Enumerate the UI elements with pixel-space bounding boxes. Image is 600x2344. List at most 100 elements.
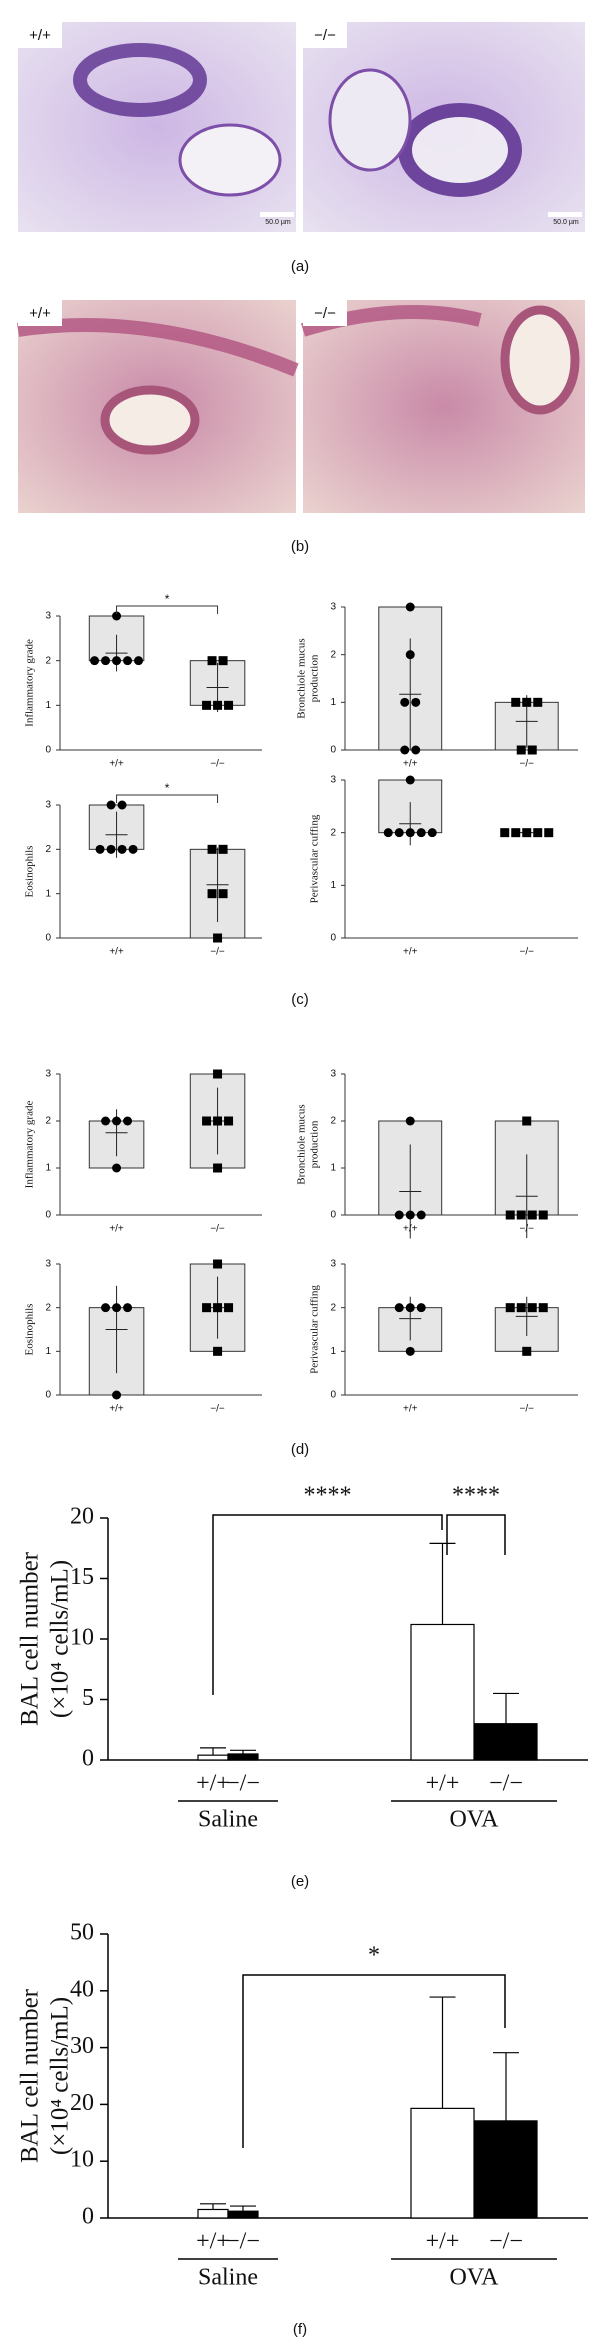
scale-bar: 50.0 µm bbox=[553, 219, 579, 226]
y-tick-label: 0 bbox=[330, 1390, 336, 1401]
error-bar bbox=[493, 2052, 519, 2121]
y-tick-label: 3 bbox=[330, 1259, 336, 1270]
y-tick-label: 2 bbox=[330, 1116, 336, 1127]
x-tick-label: −/− bbox=[520, 1404, 535, 1415]
y-tick-label: 30 bbox=[70, 2033, 94, 2059]
data-point bbox=[405, 650, 415, 660]
bar bbox=[410, 2107, 475, 2219]
y-tick-label: 20 bbox=[70, 1504, 94, 1530]
micrograph-b-left bbox=[16, 300, 299, 513]
y-tick-label: 3 bbox=[45, 1259, 51, 1270]
data-point bbox=[207, 844, 217, 854]
data-point bbox=[106, 800, 116, 810]
x-tick-label: +/+ bbox=[109, 1404, 124, 1415]
y-tick-label: 50 bbox=[70, 1920, 94, 1946]
significance-bracket bbox=[116, 605, 219, 614]
data-point bbox=[544, 828, 554, 838]
error-bar bbox=[230, 2205, 256, 2212]
y-tick-label: 3 bbox=[330, 1069, 336, 1080]
error-bar bbox=[429, 1542, 456, 1625]
significance-bracket bbox=[446, 1514, 506, 1555]
bar bbox=[197, 2208, 229, 2219]
data-point bbox=[527, 745, 537, 755]
y-tick-label: 2 bbox=[45, 1116, 51, 1127]
data-point bbox=[213, 700, 223, 710]
data-point bbox=[112, 611, 122, 621]
significance-label: * bbox=[165, 592, 170, 606]
y-axis-label: Inflammatory grade bbox=[24, 639, 36, 727]
x-tick-label: OVA bbox=[450, 2265, 500, 2291]
genotype-label: +/+ bbox=[29, 305, 51, 322]
y-tick-label: 3 bbox=[45, 611, 51, 622]
y-axis-label: production bbox=[309, 654, 321, 702]
y-tick-label: 5 bbox=[82, 1685, 94, 1711]
y-tick-label: 10 bbox=[70, 1625, 94, 1651]
y-axis-label: production bbox=[309, 1120, 321, 1168]
y-tick-label: 0 bbox=[45, 745, 51, 756]
data-point bbox=[117, 800, 127, 810]
data-point bbox=[213, 1303, 223, 1313]
y-tick-label: 0 bbox=[45, 1210, 51, 1221]
data-point bbox=[90, 656, 100, 666]
data-point bbox=[123, 1116, 133, 1126]
error-bar bbox=[429, 1996, 456, 2109]
y-axis-label: Inflammatory grade bbox=[24, 1101, 36, 1189]
y-tick-label: 3 bbox=[330, 602, 336, 613]
data-point bbox=[538, 1303, 548, 1313]
data-point bbox=[505, 1303, 515, 1313]
y-axis-label: (×10⁴ cells/mL) bbox=[47, 1560, 74, 1718]
y-tick-label: 2 bbox=[330, 1302, 336, 1313]
data-point bbox=[416, 1303, 426, 1313]
data-point bbox=[218, 656, 228, 666]
genotype-label: −/− bbox=[314, 27, 336, 44]
data-point bbox=[207, 889, 217, 899]
y-tick-label: 0 bbox=[82, 1746, 94, 1772]
bar bbox=[227, 2210, 259, 2219]
y-tick-label: 0 bbox=[45, 1390, 51, 1401]
data-point bbox=[218, 889, 228, 899]
data-point bbox=[213, 1346, 223, 1356]
x-tick-label: −/− bbox=[520, 947, 535, 958]
data-point bbox=[112, 1116, 122, 1126]
data-point bbox=[400, 745, 410, 755]
x-tick-label: −/− bbox=[210, 1404, 225, 1415]
y-tick-label: 0 bbox=[330, 1210, 336, 1221]
data-point bbox=[112, 1390, 122, 1400]
y-tick-label: 15 bbox=[70, 1564, 94, 1590]
bar bbox=[227, 1753, 259, 1761]
error-bar bbox=[493, 1692, 519, 1724]
y-tick-label: 2 bbox=[45, 844, 51, 855]
y-tick-label: 1 bbox=[45, 888, 51, 899]
y-tick-label: 1 bbox=[330, 697, 336, 708]
panel-label: (e) bbox=[291, 1873, 309, 1890]
significance-label: **** bbox=[304, 1483, 352, 1509]
data-point bbox=[405, 1346, 415, 1356]
x-tick-label: +/+ bbox=[403, 1404, 418, 1415]
data-point bbox=[416, 828, 426, 838]
panel-label: (b) bbox=[291, 538, 309, 555]
data-point bbox=[505, 1210, 515, 1220]
x-tick-label: Saline bbox=[198, 2265, 258, 2291]
bar-label: −/− bbox=[489, 2229, 523, 2255]
data-point bbox=[383, 828, 393, 838]
y-tick-label: 1 bbox=[45, 1163, 51, 1174]
significance-label: * bbox=[165, 781, 170, 795]
data-point bbox=[213, 933, 223, 943]
data-point bbox=[405, 828, 415, 838]
data-point bbox=[106, 844, 116, 854]
error-bar bbox=[200, 2203, 226, 2210]
bar bbox=[474, 2120, 538, 2219]
y-tick-label: 0 bbox=[82, 2204, 94, 2230]
data-point bbox=[95, 844, 105, 854]
bar bbox=[410, 1623, 475, 1761]
data-point bbox=[522, 1116, 532, 1126]
data-point bbox=[112, 1303, 122, 1313]
y-tick-label: 10 bbox=[70, 2147, 94, 2173]
y-tick-label: 3 bbox=[330, 775, 336, 786]
y-axis-label: Bronchiole mucus bbox=[296, 638, 308, 718]
micrograph-b-right bbox=[300, 300, 585, 513]
data-point bbox=[112, 656, 122, 666]
panel-label: (c) bbox=[291, 991, 309, 1008]
